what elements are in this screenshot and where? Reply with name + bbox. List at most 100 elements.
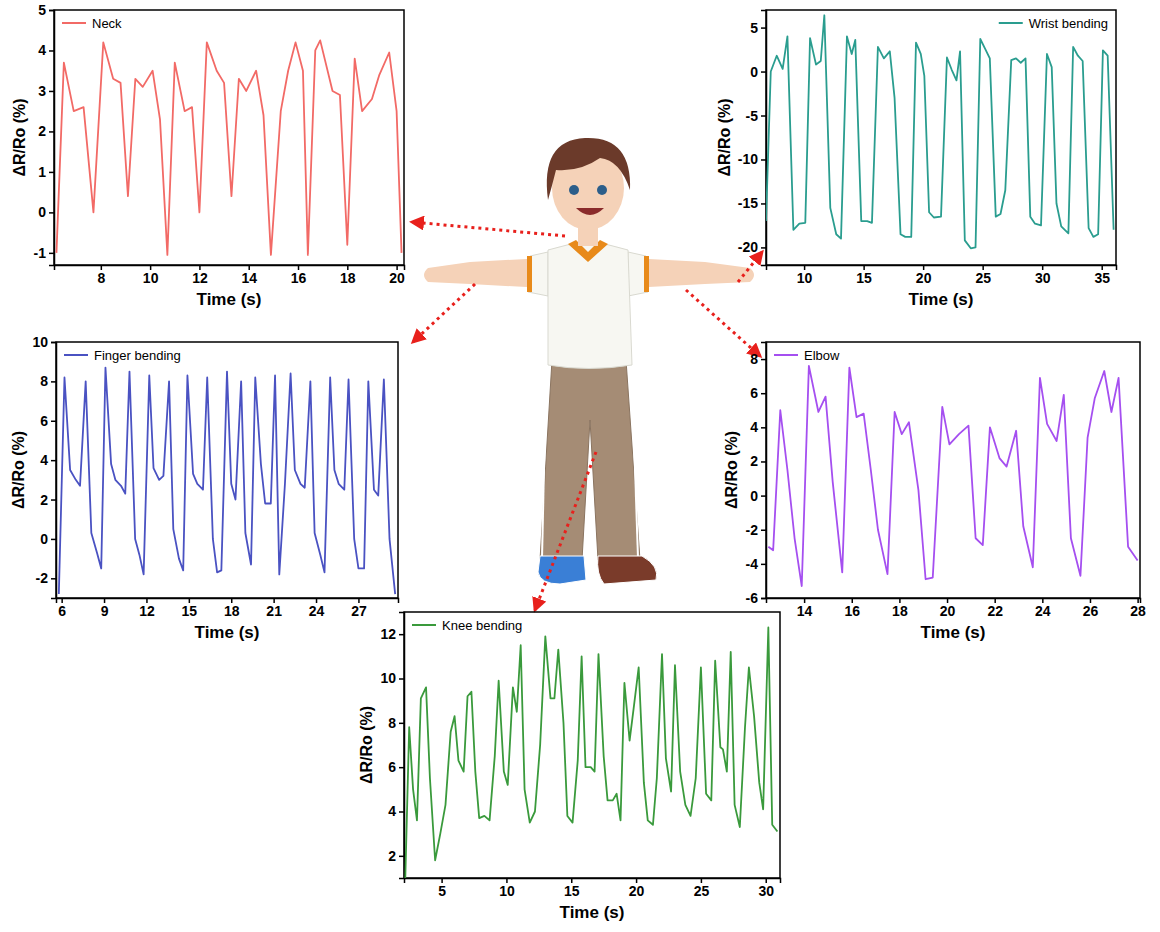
x-tick: 9	[101, 598, 109, 619]
legend-swatch	[774, 354, 798, 356]
y-tick-label: 8	[40, 373, 48, 389]
y-tick-mark	[51, 460, 56, 462]
y-tick-mark	[399, 811, 404, 813]
y-tick-label: 6	[40, 413, 48, 429]
y-axis-title: ΔR/Ro (%)	[10, 431, 27, 509]
y-tick-mark	[49, 50, 54, 52]
x-tick: 15	[182, 598, 198, 619]
x-tick-label: 15	[564, 883, 580, 899]
x-tick-label: 15	[856, 270, 872, 286]
x-tick: 20	[629, 878, 645, 899]
y-tick-mark	[399, 856, 404, 858]
y-tick-mark	[51, 421, 56, 423]
x-axis-title: Time (s)	[909, 290, 974, 309]
y-tick-mark	[761, 359, 766, 361]
y-tick-mark	[51, 539, 56, 541]
y-axis-line	[49, 11, 55, 266]
legend-item: Finger bending	[64, 348, 181, 363]
y-tick-label: 4	[388, 803, 396, 819]
x-tick: 25	[694, 878, 710, 899]
x-tick: 16	[844, 598, 860, 619]
x-tick-label: 9	[101, 603, 109, 619]
plot-lines	[56, 40, 401, 255]
y-tick-label: -1	[34, 245, 47, 261]
y-tick-mark	[399, 634, 404, 636]
y-tick-mark	[761, 427, 766, 429]
x-tick: 30	[1035, 265, 1051, 286]
x-tick-label: 16	[844, 603, 860, 619]
x-tick-label: 6	[58, 603, 66, 619]
x-tick-label: 12	[139, 603, 155, 619]
x-tick: 15	[564, 878, 580, 899]
panel: 8101214161820-1012345Time (s)ΔR/Ro (%)Ne…	[11, 2, 405, 309]
x-tick-label: 28	[1130, 603, 1146, 619]
y-tick-label: -2	[36, 570, 49, 586]
pants	[540, 360, 640, 560]
y-tick-mark	[761, 159, 766, 161]
x-tick: 18	[892, 598, 908, 619]
arrow	[686, 290, 760, 356]
y-axis: -20-15-10-505	[738, 11, 767, 266]
x-tick-label: 20	[629, 883, 645, 899]
y-tick-label: 4	[38, 42, 46, 58]
y-tick-mark	[51, 381, 56, 383]
y-tick-mark	[761, 203, 766, 205]
y-tick: -20	[738, 239, 766, 255]
legend-label: Neck	[92, 16, 122, 31]
legend-swatch	[999, 22, 1023, 24]
legend-item: Neck	[62, 16, 122, 31]
y-tick-label: 0	[38, 204, 46, 220]
y-tick: -4	[746, 556, 766, 572]
legend-label: Finger bending	[94, 348, 181, 363]
panel: 69121518212427-20246810Time (s)ΔR/Ro (%)…	[10, 334, 398, 642]
panel: 1416182022242628-6-4-202468Time (s)ΔR/Ro…	[723, 342, 1146, 642]
eye	[597, 185, 607, 195]
y-tick: 5	[750, 20, 766, 36]
x-axis: 101520253035	[767, 265, 1117, 286]
x-tick: 12	[192, 265, 208, 286]
y-tick-label: 0	[40, 531, 48, 547]
x-tick-label: 18	[340, 270, 356, 286]
panel: 5101520253024681012Time (s)ΔR/Ro (%)Knee…	[358, 612, 780, 922]
y-tick-mark	[49, 131, 54, 133]
legend-swatch	[412, 624, 436, 626]
y-tick-mark	[761, 115, 766, 117]
x-tick: 20	[389, 265, 405, 286]
eye	[569, 185, 579, 195]
x-tick-label: 35	[1094, 270, 1110, 286]
y-axis: 24681012	[380, 613, 404, 879]
y-tick-label: 6	[388, 759, 396, 775]
x-tick-label: 14	[797, 603, 813, 619]
x-tick: 24	[1035, 598, 1051, 619]
y-tick-label: 4	[750, 419, 758, 435]
y-tick-label: 2	[40, 492, 48, 508]
x-tick-label: 16	[291, 270, 307, 286]
x-axis-line	[767, 266, 1117, 271]
y-tick-label: -5	[746, 107, 759, 123]
y-tick: -5	[746, 107, 766, 123]
y-tick-label: 4	[40, 452, 48, 468]
character	[424, 138, 754, 584]
x-tick: 25	[975, 265, 991, 286]
y-tick-label: -2	[746, 522, 759, 538]
x-tick: 22	[987, 598, 1003, 619]
y-tick-mark	[761, 393, 766, 395]
x-tick: 5	[438, 878, 446, 899]
legend: Wrist bending	[999, 16, 1108, 31]
y-axis: -1012345	[34, 2, 55, 266]
x-tick: 14	[797, 598, 813, 619]
y-tick-label: 0	[750, 64, 758, 80]
x-tick-label: 20	[389, 270, 405, 286]
y-tick: -6	[746, 590, 766, 606]
y-tick-label: -20	[738, 239, 758, 255]
data-line	[768, 366, 1137, 586]
x-tick-label: 14	[241, 270, 257, 286]
x-tick: 27	[351, 598, 367, 619]
y-tick-mark	[761, 461, 766, 463]
x-axis-line	[405, 879, 781, 884]
y-axis-line	[761, 343, 767, 599]
y-tick-mark	[49, 253, 54, 255]
legend: Knee bending	[412, 618, 522, 633]
y-tick-mark	[761, 495, 766, 497]
y-tick: 8	[40, 373, 56, 389]
